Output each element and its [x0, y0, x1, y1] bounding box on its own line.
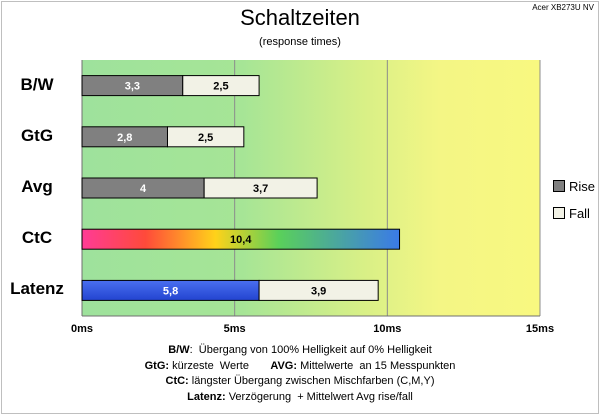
footnote-text: längster Übergang zwischen Mischfarben (…: [188, 375, 435, 387]
data-label-rise: 5,8: [163, 285, 178, 297]
category-label-latenz: Latenz: [10, 279, 64, 299]
footnote-line: Latenz: Verzögerung + Mittelwert Avg ris…: [0, 390, 600, 406]
x-tick-label: 15ms: [525, 323, 555, 335]
bar-fall-latenz: [258, 279, 379, 301]
x-tick-label: 10ms: [373, 323, 402, 335]
data-label-fall: 2,5: [198, 132, 213, 144]
data-label-fall: 3,7: [253, 183, 268, 195]
footnote-text: Verzögerung + Mittelwert Avg rise/fall: [225, 390, 413, 403]
legend-item-rise: Rise: [553, 178, 595, 194]
data-label-rise: 3,3: [125, 81, 140, 93]
category-label-avg: Avg: [21, 177, 53, 196]
bar-fall-avg: [203, 177, 318, 199]
footnote-term: Latenz:: [187, 390, 226, 403]
bar-rise-ctc: [81, 228, 401, 250]
footnote-term: CtC:: [165, 375, 189, 387]
chart-subtitle: (response times): [259, 36, 341, 48]
category-label-b-w: B/W: [20, 74, 54, 94]
bar-fall-gtg: [166, 126, 245, 148]
x-tick-label: 0ms: [70, 323, 94, 335]
data-label-rise: 4: [140, 183, 147, 195]
bar-fall-b-w: [182, 75, 260, 97]
data-label-rise: 10,4: [230, 234, 252, 246]
footnotes: B/W: Übergang von 100% Helligkeit auf 0%…: [0, 343, 600, 405]
legend-swatch-rise: [553, 180, 565, 192]
data-label-rise: 2,8: [117, 132, 132, 144]
category-label-ctc: CtC: [21, 228, 53, 248]
footnote-text: kürzeste Werte: [169, 359, 271, 372]
category-label-gtg: GtG: [20, 125, 54, 145]
chart-title: Schaltzeiten: [240, 5, 360, 30]
footnote-term: GtG:: [144, 359, 170, 372]
footnote-line: B/W: Übergang von 100% Helligkeit auf 0%…: [0, 343, 600, 359]
footnote-term: AVG:: [270, 359, 298, 372]
legend-swatch-fall: [553, 207, 565, 219]
legend-item-fall: Fall: [553, 205, 590, 221]
footnote-line: CtC: längster Übergang zwischen Mischfar…: [0, 374, 600, 390]
footnote-text: Mittelwerte an 15 Messpunkten: [297, 359, 456, 372]
x-tick-label: 5ms: [223, 323, 246, 335]
footnote-text: : Übergang von 100% Helligkeit auf 0% He…: [189, 344, 432, 356]
data-label-fall: 2,5: [213, 81, 228, 93]
monitor-model-label: Acer XB273U NV: [532, 3, 594, 12]
legend-label-rise: Rise: [569, 178, 596, 194]
legend-label-fall: Fall: [569, 205, 590, 221]
footnote-term: B/W: [168, 344, 190, 356]
footnote-line: GtG: kürzeste Werte AVG: Mittelwerte an …: [0, 359, 600, 375]
data-label-fall: 3,9: [311, 285, 326, 297]
